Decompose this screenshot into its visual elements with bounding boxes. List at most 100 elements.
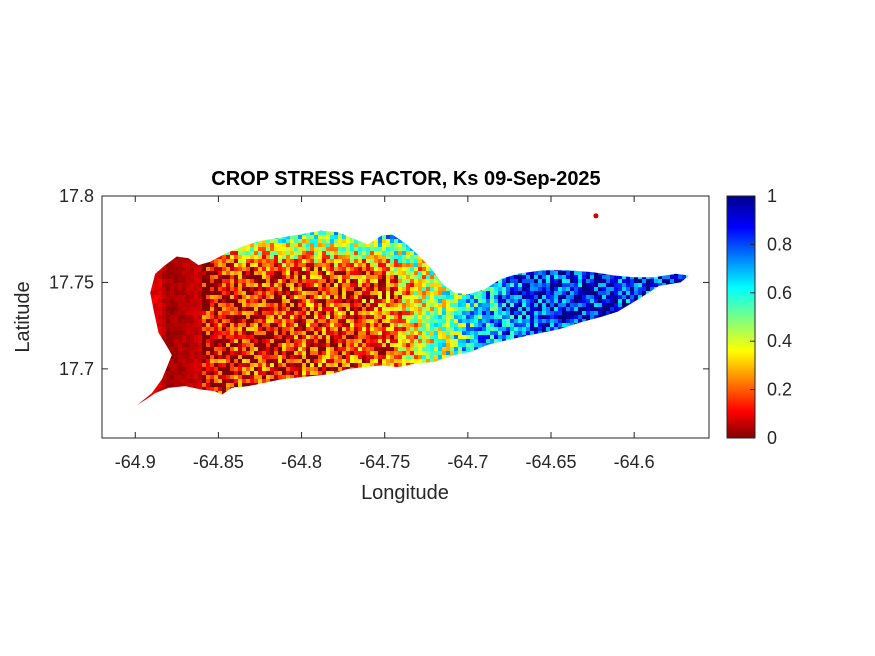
heatmap-cell	[390, 287, 394, 291]
heatmap-cell	[306, 235, 310, 239]
heatmap-cell	[694, 283, 698, 287]
heatmap-cell	[698, 351, 702, 355]
heatmap-cell	[430, 303, 434, 307]
heatmap-cell	[618, 303, 622, 307]
heatmap-cell	[150, 239, 154, 243]
heatmap-cell	[582, 307, 586, 311]
heatmap-cell	[634, 230, 638, 231]
heatmap-cell	[526, 291, 530, 295]
heatmap-cell	[634, 355, 638, 359]
heatmap-cell	[586, 323, 590, 327]
heatmap-cell	[136, 335, 138, 339]
heatmap-cell	[534, 323, 538, 327]
heatmap-cell	[182, 295, 186, 299]
heatmap-cell	[298, 235, 302, 239]
heatmap-cell	[502, 311, 506, 315]
heatmap-cell	[654, 279, 658, 283]
heatmap-cell	[130, 275, 134, 279]
heatmap-cell	[538, 335, 542, 339]
heatmap-cell	[554, 230, 558, 231]
heatmap-cell	[430, 287, 434, 291]
heatmap-cell	[494, 239, 498, 243]
heatmap-cell	[634, 263, 638, 267]
heatmap-cell	[626, 283, 630, 287]
heatmap-cell	[486, 327, 490, 331]
heatmap-cell	[506, 359, 510, 363]
heatmap-cell	[602, 295, 606, 299]
heatmap-cell	[526, 355, 530, 359]
heatmap-cell	[282, 251, 286, 255]
heatmap-cell	[614, 230, 618, 231]
heatmap-cell	[538, 247, 542, 251]
heatmap-cell	[370, 319, 374, 323]
heatmap-cell	[174, 283, 178, 287]
heatmap-cell	[494, 243, 498, 247]
heatmap-cell	[390, 255, 394, 259]
heatmap-cell	[242, 335, 246, 339]
heatmap-cell	[358, 247, 362, 251]
heatmap-cell	[226, 283, 230, 287]
heatmap-cell	[574, 231, 578, 235]
heatmap-cell	[666, 255, 670, 259]
heatmap-cell	[670, 351, 674, 355]
heatmap-cell	[634, 351, 638, 355]
heatmap-cell	[566, 343, 570, 347]
heatmap-cell	[494, 259, 498, 263]
heatmap-cell	[226, 230, 230, 231]
heatmap-cell	[566, 239, 570, 243]
heatmap-cell	[414, 327, 418, 331]
heatmap-cell	[458, 239, 462, 243]
heatmap-cell	[514, 359, 518, 363]
heatmap-cell	[446, 303, 450, 307]
heatmap-cell	[474, 299, 478, 303]
heatmap-cell	[238, 359, 242, 363]
heatmap-cell	[386, 319, 390, 323]
heatmap-cell	[202, 283, 206, 287]
heatmap-cell	[486, 355, 490, 359]
heatmap-cell	[534, 295, 538, 299]
heatmap-cell	[154, 279, 158, 283]
heatmap-cell	[662, 243, 666, 247]
heatmap-cell	[286, 287, 290, 291]
heatmap-cell	[526, 315, 530, 319]
heatmap-cell	[218, 359, 222, 363]
heatmap-cell	[686, 259, 689, 263]
heatmap-cell	[362, 351, 366, 355]
heatmap-cell	[242, 351, 246, 355]
heatmap-cell	[554, 323, 558, 327]
heatmap-cell	[226, 299, 230, 303]
heatmap-cell	[350, 327, 354, 331]
heatmap-cell	[554, 299, 558, 303]
heatmap-cell	[694, 279, 698, 283]
heatmap-cell	[586, 271, 590, 275]
heatmap-cell	[270, 243, 274, 247]
heatmap-cell	[374, 295, 378, 299]
heatmap-cell	[382, 291, 386, 295]
heatmap-cell	[178, 271, 182, 275]
heatmap-cell	[174, 291, 178, 295]
heatmap-cell	[434, 315, 438, 319]
heatmap-cell	[194, 239, 198, 243]
heatmap-cell	[178, 303, 182, 307]
heatmap-cell	[370, 231, 374, 235]
heatmap-cell	[414, 319, 418, 323]
heatmap-cell	[182, 299, 186, 303]
heatmap-cell	[450, 351, 454, 355]
heatmap-cell	[366, 279, 370, 283]
heatmap-cell	[634, 283, 638, 287]
heatmap-cell	[166, 231, 170, 235]
heatmap-cell	[686, 239, 689, 243]
heatmap-cell	[162, 303, 166, 307]
heatmap-cell	[362, 251, 366, 255]
heatmap-cell	[358, 267, 362, 271]
heatmap-cell	[414, 255, 418, 259]
heatmap-cell	[150, 331, 154, 335]
heatmap-cell	[534, 230, 538, 231]
heatmap-cell	[402, 355, 406, 359]
heatmap-cell	[514, 291, 518, 295]
heatmap-cell	[206, 359, 210, 363]
heatmap-cell	[374, 359, 378, 363]
heatmap-cell	[558, 355, 562, 359]
heatmap-cell	[298, 331, 302, 335]
heatmap-cell	[490, 359, 494, 363]
